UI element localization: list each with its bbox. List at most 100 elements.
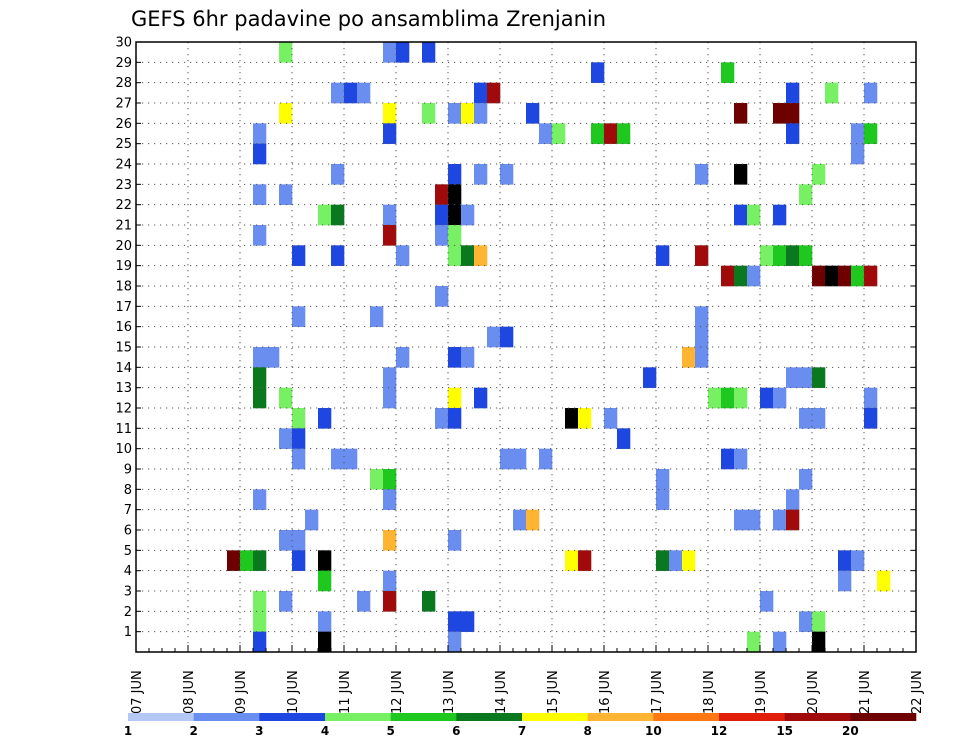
heatmap-cell <box>578 408 592 429</box>
heatmap-cell <box>773 204 787 226</box>
heatmap-cell <box>747 204 761 226</box>
heatmap-cell <box>253 143 267 165</box>
heatmap-cell <box>591 62 605 83</box>
heatmap-cell <box>799 611 813 632</box>
heatmap-cell <box>474 164 488 185</box>
heatmap-cell <box>721 62 735 83</box>
y-tick-label: 7 <box>124 503 132 518</box>
y-tick-label: 21 <box>115 219 132 234</box>
heatmap-cell <box>799 408 813 429</box>
heatmap-cell <box>357 591 371 612</box>
heatmap-cell <box>812 164 826 185</box>
heatmap-cell <box>812 367 826 388</box>
x-tick-label: 12 JUN <box>390 670 405 714</box>
y-axis: 1234567891011121314151617181920212223242… <box>115 36 916 640</box>
y-tick-label: 10 <box>115 442 132 457</box>
heatmap-cell <box>318 611 332 632</box>
heatmap-cell <box>292 408 306 429</box>
heatmap-cell <box>240 550 254 571</box>
heatmap-cell <box>786 489 800 510</box>
heatmap-cell <box>292 530 306 551</box>
heatmap-cell <box>617 123 631 144</box>
x-tick-label: 13 JUN <box>442 670 457 714</box>
colorbar-swatch <box>325 713 391 721</box>
x-tick-label: 08 JUN <box>182 670 197 714</box>
heatmap-cell <box>474 387 488 409</box>
heatmap-cell <box>747 265 761 287</box>
heatmap-cell <box>864 123 878 144</box>
heatmap-cell <box>799 367 813 388</box>
heatmap-cell <box>383 591 397 612</box>
y-tick-label: 1 <box>124 625 132 640</box>
heatmap-cell <box>383 469 397 490</box>
y-tick-label: 20 <box>115 239 132 254</box>
heatmap-cell <box>773 245 787 266</box>
colorbar-label: 5 <box>386 724 394 738</box>
heatmap-cell <box>500 326 514 348</box>
heatmap-cell <box>448 225 462 246</box>
x-tick-label: 16 JUN <box>598 670 613 714</box>
heatmap-cell <box>331 82 345 104</box>
y-tick-label: 27 <box>115 97 132 112</box>
heatmap-cell <box>695 347 709 368</box>
heatmap-cell <box>253 123 267 144</box>
y-tick-label: 18 <box>115 280 132 295</box>
heatmap-cell <box>383 387 397 409</box>
heatmap-cell <box>383 489 397 510</box>
colorbar-swatch <box>784 713 851 721</box>
colorbar-swatch <box>850 713 917 721</box>
heatmap-cell <box>552 123 566 144</box>
heatmap-cell <box>266 347 280 368</box>
heatmap-cell <box>786 367 800 388</box>
heatmap-cell <box>253 387 267 409</box>
heatmap-cell <box>851 265 865 287</box>
heatmap-cell <box>318 408 332 429</box>
x-tick-label: 21 JUN <box>858 670 873 714</box>
x-axis: 07 JUN 08 JUN 09 JUN 10 JUN 11 JUN 12 JUN 13 J… <box>130 645 925 714</box>
heatmap-cell <box>526 103 540 124</box>
heatmap-cell <box>695 306 709 327</box>
y-tick-label: 16 <box>115 320 132 335</box>
heatmap-cell <box>383 42 397 63</box>
heatmap-cell <box>539 123 553 144</box>
heatmap-cell <box>799 245 813 266</box>
colorbar-label: 3 <box>255 724 263 738</box>
heatmap-cell <box>461 347 475 368</box>
heatmap-cell <box>500 448 514 470</box>
heatmap-cell <box>591 123 605 144</box>
heatmap-cell <box>396 245 410 266</box>
heatmap-cell <box>760 591 774 612</box>
heatmap-cell <box>253 611 267 632</box>
x-tick-label: 18 JUN <box>702 670 717 714</box>
heatmap-cell <box>383 570 397 592</box>
heatmap-cell <box>370 306 384 327</box>
heatmap-cell <box>721 387 735 409</box>
heatmap-cell <box>253 550 267 571</box>
heatmap-cell <box>331 448 345 470</box>
heatmap-cell <box>695 164 709 185</box>
heatmap-cell <box>383 225 397 246</box>
y-tick-label: 4 <box>124 564 132 579</box>
heatmap-cell <box>448 530 462 551</box>
heatmap-cell <box>461 204 475 226</box>
heatmap-cell <box>461 103 475 124</box>
heatmap-cell <box>734 103 748 124</box>
heatmap-cell <box>435 204 449 226</box>
y-tick-label: 13 <box>115 381 132 396</box>
heatmap-cell <box>357 82 371 104</box>
heatmap-cell <box>838 550 852 571</box>
heatmap-cells <box>227 42 891 653</box>
heatmap-cell <box>279 428 293 449</box>
heatmap-cell <box>773 631 787 653</box>
heatmap-cell <box>760 387 774 409</box>
colorbar-label: 8 <box>583 724 591 738</box>
colorbar-label: 15 <box>776 724 793 738</box>
heatmap-cell <box>448 103 462 124</box>
heatmap-cell <box>435 408 449 429</box>
y-tick-label: 5 <box>124 544 132 559</box>
colorbar-swatch <box>653 713 720 721</box>
heatmap-cell <box>318 570 332 592</box>
heatmap-cell <box>318 550 332 571</box>
heatmap-cell <box>877 570 891 592</box>
